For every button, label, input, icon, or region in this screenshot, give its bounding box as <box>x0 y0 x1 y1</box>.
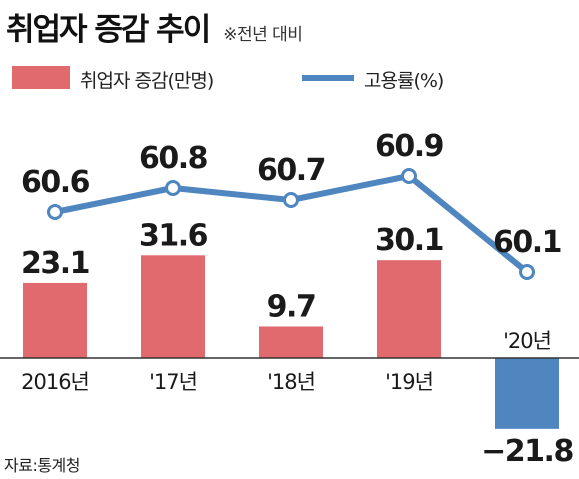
bar <box>377 260 441 358</box>
line-value-label: 60.1 <box>493 225 561 260</box>
legend-line-swatch <box>302 75 354 81</box>
line-point <box>165 180 181 196</box>
bar <box>23 282 87 358</box>
x-tick-label: '19년 <box>385 370 433 394</box>
line-series <box>52 173 530 275</box>
legend-bar-swatch <box>12 66 70 89</box>
bar-value-label: 30.1 <box>375 223 443 258</box>
chart-subtitle: ※전년 대비 <box>223 25 303 45</box>
bar-value-label: 23.1 <box>21 246 89 281</box>
x-tick-label: '17년 <box>149 370 197 394</box>
legend: 취업자 증감(만명) 고용률(%) <box>0 60 579 94</box>
x-tick-label: 2016년 <box>21 370 89 394</box>
bar-value-label: 9.7 <box>267 289 316 324</box>
line-value-label: 60.7 <box>257 153 325 188</box>
x-tick-label: '20년 <box>503 329 551 353</box>
line-point <box>401 168 417 184</box>
source-note: 자료:통계청 <box>4 456 81 475</box>
bar <box>141 255 205 358</box>
line-value-label: 60.8 <box>139 141 208 176</box>
legend-bar-label: 취업자 증감(만명) <box>80 70 214 92</box>
bar <box>495 358 559 429</box>
line-value-label: 60.6 <box>21 165 90 200</box>
line-point <box>47 204 63 220</box>
bar <box>259 326 323 358</box>
bar-value-label: −21.8 <box>481 434 573 469</box>
legend-line-label: 고용률(%) <box>364 70 444 92</box>
chart-title: 취업자 증감 추이 <box>6 12 211 48</box>
bar-value-label: 31.6 <box>139 218 208 253</box>
x-tick-label: '18년 <box>267 370 315 394</box>
line-value-label: 60.9 <box>375 129 443 164</box>
line-point <box>519 264 535 280</box>
title-row: 취업자 증감 추이 ※전년 대비 <box>6 4 303 52</box>
line-point <box>283 192 299 208</box>
